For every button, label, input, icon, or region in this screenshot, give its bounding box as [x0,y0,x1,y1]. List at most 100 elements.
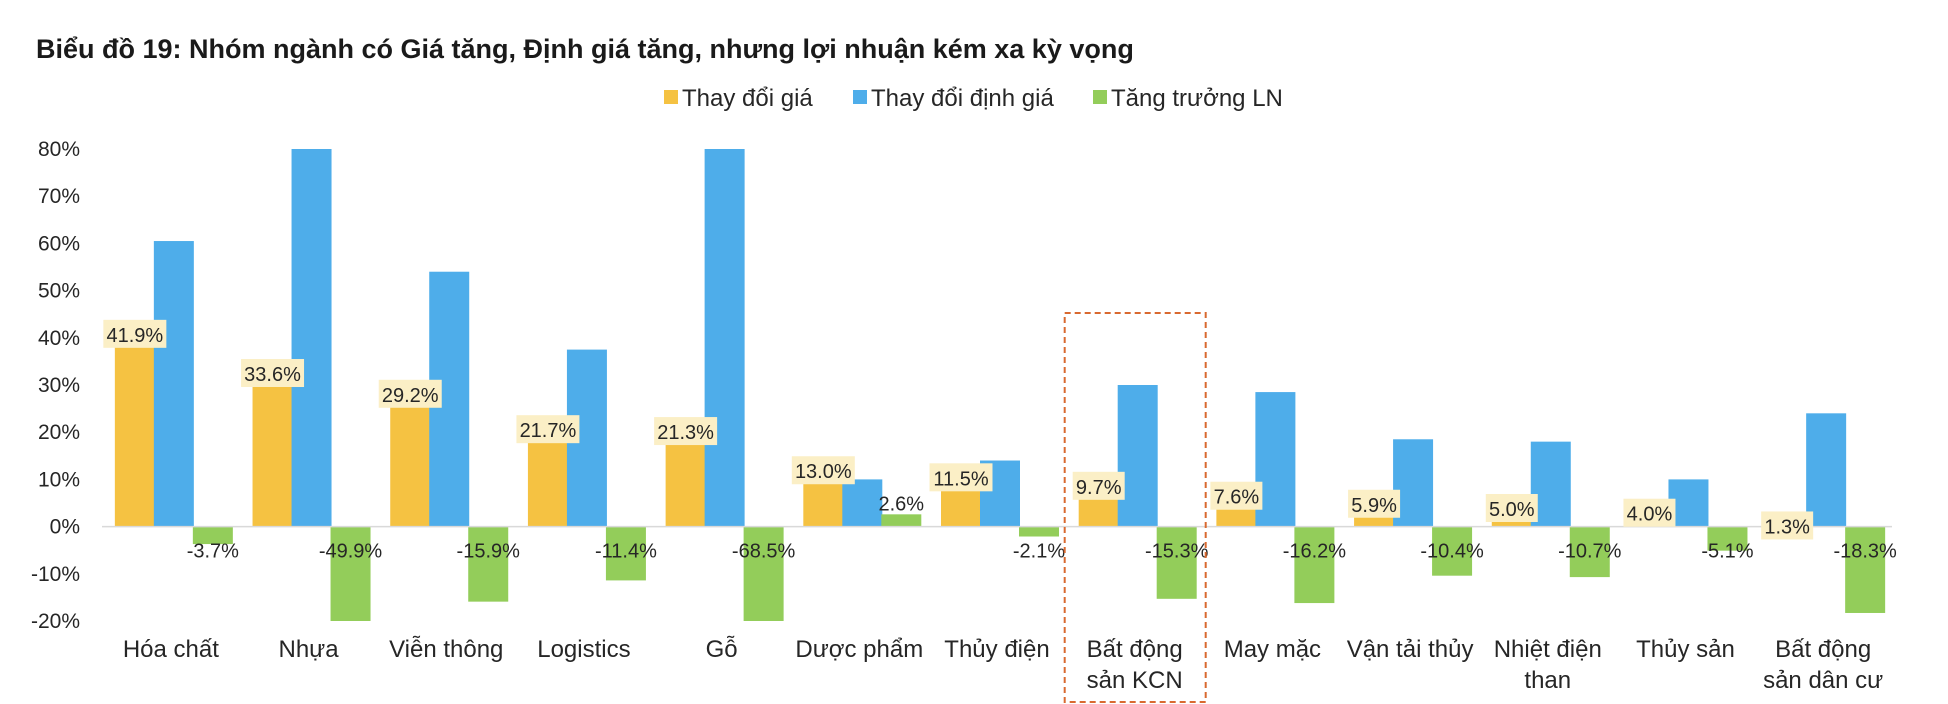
bar-thay-doi-gia [114,328,155,527]
bar-thay-doi-dinh-gia [842,479,883,527]
data-label-profit: -16.2% [1283,541,1347,563]
data-label-profit: -2.1% [1013,541,1065,563]
data-label-bg [103,319,167,348]
category-label: May mặc [1224,636,1321,663]
data-label-price: 7.6% [1214,487,1260,509]
data-label-bg [654,417,718,446]
y-tick-label: 50% [38,280,80,303]
data-labels: 41.9% 33.6% 29.2% 21.7% 21.3% 13.0% 11.5% 9.7% 7… [103,319,1897,563]
category-label: Logistics [537,636,630,663]
data-label-price: 5.9% [1351,495,1397,517]
bar-tang-truong-ln [1707,526,1748,551]
category-label: Nhiệt điện [1494,636,1602,663]
legend-label: Thay đổi định giá [871,85,1054,112]
y-tick-label: 80% [38,138,80,161]
y-tick-label: 60% [38,232,80,255]
data-label-price: 9.7% [1076,477,1122,499]
bar-tang-truong-ln [192,526,233,545]
data-label-bg [516,415,580,444]
data-label-profit: 2.6% [879,493,925,515]
data-label-profit: -18.3% [1833,541,1897,563]
bar-tang-truong-ln [330,526,371,621]
data-label-bg [1485,494,1538,522]
highlight-box-kcn [1063,312,1207,703]
legend-label: Tăng trưởng LN [1111,85,1283,112]
category-label: Thủy sản [1636,636,1735,663]
y-axis: -20% -10% 0% 10% 20% 30% 40% 50% 60% 70% 80% [31,138,80,633]
y-tick-label: 20% [38,421,80,444]
data-label-price: 21.7% [520,420,577,442]
category-label: sản dân cư [1763,667,1883,694]
category-label: Hóa chất [123,636,219,663]
bar-tang-truong-ln [1156,526,1197,599]
category-label: than [1524,667,1571,694]
y-tick-label: 0% [50,516,80,539]
category-label: Bất động [1087,636,1183,663]
bar-thay-doi-dinh-gia [704,149,745,527]
bar-thay-doi-gia [390,388,431,527]
data-label-bg [241,359,305,388]
data-label-profit: -10.4% [1420,541,1484,563]
data-label-price: 21.3% [657,422,714,444]
category-label: Vận tải thủy [1347,636,1474,663]
bar-tang-truong-ln [1432,526,1473,576]
data-label-price: 13.0% [795,461,852,483]
data-label-profit: -11.4% [595,541,657,563]
bar-tang-truong-ln [881,514,922,527]
data-label-bg [1761,511,1814,540]
y-tick-label: -20% [31,610,80,633]
bar-tang-truong-ln [468,526,509,602]
bar-tang-truong-ln [1569,526,1610,578]
data-label-price: 5.0% [1489,499,1535,521]
data-label-bg [929,463,993,492]
bar-thay-doi-dinh-gia [291,149,332,527]
data-label-price: 41.9% [106,325,163,347]
data-label-price: 1.3% [1764,516,1810,538]
y-tick-label: 10% [38,468,80,491]
category-label: Gỗ [706,636,738,663]
highlight-box [1063,312,1207,703]
legend-swatch [664,90,678,104]
category-label: Bất động [1775,636,1871,663]
legend-swatch [853,90,867,104]
y-tick-label: 40% [38,327,80,350]
category-label: sản KCN [1087,667,1183,694]
category-label: Viễn thông [389,636,503,663]
legend-label: Thay đổi giá [682,85,813,112]
data-label-bg [1210,481,1263,510]
data-label-profit: -10.7% [1558,541,1622,563]
category-label: Dược phẩm [795,636,923,663]
y-tick-label: 70% [38,185,80,208]
data-label-profit: -15.3% [1145,541,1209,563]
data-label-profit: -15.9% [457,541,521,563]
bar-thay-doi-gia [252,368,293,527]
bar-thay-doi-dinh-gia [153,241,194,527]
data-label-bg [1072,471,1125,500]
y-tick-label: -10% [31,563,80,586]
data-label-bg [791,456,855,485]
data-label-bg [378,379,442,408]
bar-tang-truong-ln [1294,526,1335,604]
data-label-bg [1623,498,1676,527]
category-label: Thủy điện [944,636,1049,663]
data-label-price: 29.2% [382,385,439,407]
data-label-profit: -68.5% [732,541,796,563]
legend: Thay đổi giá Thay đổi định giá Tăng trưởng… [664,85,1283,112]
bar-tang-truong-ln [1845,526,1886,613]
y-tick-label: 30% [38,374,80,397]
data-label-bg [1348,489,1401,518]
data-label-profit: -49.9% [319,541,383,563]
chart-title: Biểu đồ 19: Nhóm ngành có Giá tăng, Định… [36,34,1134,64]
bar-thay-doi-dinh-gia [1117,385,1158,527]
data-label-profit: -5.1% [1701,541,1753,563]
bar-tang-truong-ln [743,526,784,621]
data-label-price: 4.0% [1627,504,1673,526]
legend-swatch [1093,90,1107,104]
bars [114,149,1886,621]
category-label: Nhựa [278,636,339,663]
bar-tang-truong-ln [605,526,646,581]
bar-tang-truong-ln [1019,526,1059,537]
bar-thay-doi-dinh-gia [1806,413,1847,527]
data-label-profit: -3.7% [187,541,239,563]
